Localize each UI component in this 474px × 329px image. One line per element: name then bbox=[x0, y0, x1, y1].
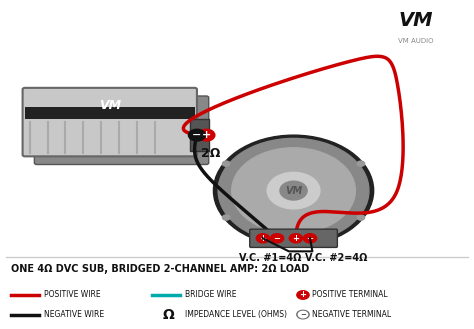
Text: VM: VM bbox=[399, 12, 433, 31]
Circle shape bbox=[218, 139, 369, 243]
Circle shape bbox=[222, 161, 230, 166]
Circle shape bbox=[213, 135, 374, 246]
FancyBboxPatch shape bbox=[25, 107, 195, 119]
Circle shape bbox=[357, 215, 365, 220]
Text: −: − bbox=[307, 234, 313, 243]
Circle shape bbox=[189, 129, 205, 141]
Circle shape bbox=[280, 181, 307, 200]
Circle shape bbox=[303, 234, 317, 243]
Text: +: + bbox=[292, 234, 300, 243]
Circle shape bbox=[289, 234, 302, 243]
Text: 2Ω: 2Ω bbox=[201, 147, 221, 160]
Text: VM AUDIO: VM AUDIO bbox=[398, 38, 434, 43]
Circle shape bbox=[271, 234, 283, 243]
Circle shape bbox=[198, 129, 215, 141]
Text: VM: VM bbox=[285, 186, 302, 196]
Circle shape bbox=[222, 215, 230, 220]
Text: IMPEDANCE LEVEL (OHMS): IMPEDANCE LEVEL (OHMS) bbox=[185, 310, 287, 319]
Text: ONE 4Ω DVC SUB, BRIDGED 2-CHANNEL AMP: 2Ω LOAD: ONE 4Ω DVC SUB, BRIDGED 2-CHANNEL AMP: 2… bbox=[11, 264, 309, 274]
Circle shape bbox=[297, 310, 309, 319]
Circle shape bbox=[232, 148, 356, 233]
Circle shape bbox=[256, 234, 270, 243]
FancyBboxPatch shape bbox=[190, 119, 209, 151]
Text: +: + bbox=[202, 130, 211, 140]
Text: NEGATIVE TERMINAL: NEGATIVE TERMINAL bbox=[312, 310, 392, 319]
Text: +: + bbox=[300, 291, 307, 299]
Text: POSITIVE TERMINAL: POSITIVE TERMINAL bbox=[312, 291, 388, 299]
Circle shape bbox=[297, 291, 309, 299]
Text: V.C. #2=4Ω: V.C. #2=4Ω bbox=[305, 253, 367, 263]
Text: −: − bbox=[300, 312, 306, 317]
Text: NEGATIVE WIRE: NEGATIVE WIRE bbox=[44, 310, 104, 319]
Text: V.C. #1=4Ω: V.C. #1=4Ω bbox=[239, 253, 301, 263]
Text: BRIDGE WIRE: BRIDGE WIRE bbox=[185, 291, 237, 299]
Text: +: + bbox=[259, 234, 266, 243]
Text: VM: VM bbox=[99, 99, 121, 112]
Circle shape bbox=[298, 311, 308, 318]
Text: Ω: Ω bbox=[163, 308, 174, 321]
Circle shape bbox=[267, 172, 320, 209]
Text: −: − bbox=[192, 130, 201, 140]
FancyBboxPatch shape bbox=[35, 96, 209, 164]
Text: POSITIVE WIRE: POSITIVE WIRE bbox=[44, 291, 100, 299]
FancyBboxPatch shape bbox=[23, 88, 197, 156]
Text: −: − bbox=[273, 234, 281, 243]
FancyBboxPatch shape bbox=[250, 229, 337, 247]
Circle shape bbox=[357, 161, 365, 166]
